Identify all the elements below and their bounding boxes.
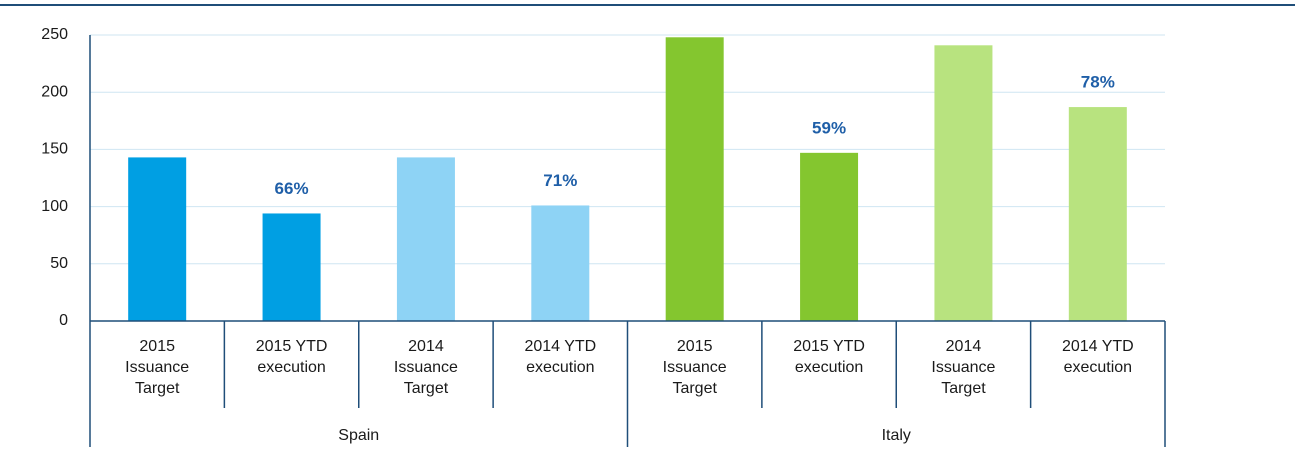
bar: [800, 152, 859, 321]
data-label: 78%: [1081, 73, 1115, 92]
x-tick-label: execution: [795, 359, 864, 376]
y-tick-label: 200: [41, 83, 68, 100]
bar: [396, 157, 455, 321]
bar: [531, 205, 590, 321]
y-tick-label: 50: [50, 255, 68, 272]
x-tick-label: execution: [526, 359, 595, 376]
y-tick-label: 0: [59, 312, 68, 329]
data-label: 66%: [275, 179, 309, 198]
group-label: Italy: [882, 427, 911, 444]
x-tick-label: 2014: [946, 338, 982, 355]
x-tick-label: Target: [672, 380, 717, 397]
bar: [1068, 107, 1127, 322]
x-tick-label: Issuance: [394, 359, 458, 376]
x-tick-label: execution: [1064, 359, 1133, 376]
x-tick-label: execution: [257, 359, 326, 376]
bar: [934, 45, 993, 322]
x-tick-label: Target: [404, 380, 449, 397]
y-tick-label: 100: [41, 198, 68, 215]
x-tick-label: 2015: [677, 338, 713, 355]
x-tick-label: 2014 YTD: [524, 338, 596, 355]
x-tick-label: Issuance: [125, 359, 189, 376]
bar: [262, 213, 321, 321]
group-label: Spain: [338, 427, 379, 444]
x-tick-label: Issuance: [663, 359, 727, 376]
x-tick-label: Target: [135, 380, 180, 397]
x-tick-label: 2015 YTD: [256, 338, 328, 355]
bar: [665, 37, 724, 322]
y-tick-label: 250: [41, 26, 68, 43]
y-tick-label: 150: [41, 141, 68, 158]
x-tick-label: 2014 YTD: [1062, 338, 1134, 355]
x-tick-label: 2015: [139, 338, 175, 355]
data-label: 59%: [812, 118, 846, 137]
bar: [128, 157, 187, 321]
x-tick-label: 2014: [408, 338, 444, 355]
data-label: 71%: [543, 171, 577, 190]
x-tick-label: 2015 YTD: [793, 338, 865, 355]
x-tick-label: Issuance: [931, 359, 995, 376]
x-tick-label: Target: [941, 380, 986, 397]
